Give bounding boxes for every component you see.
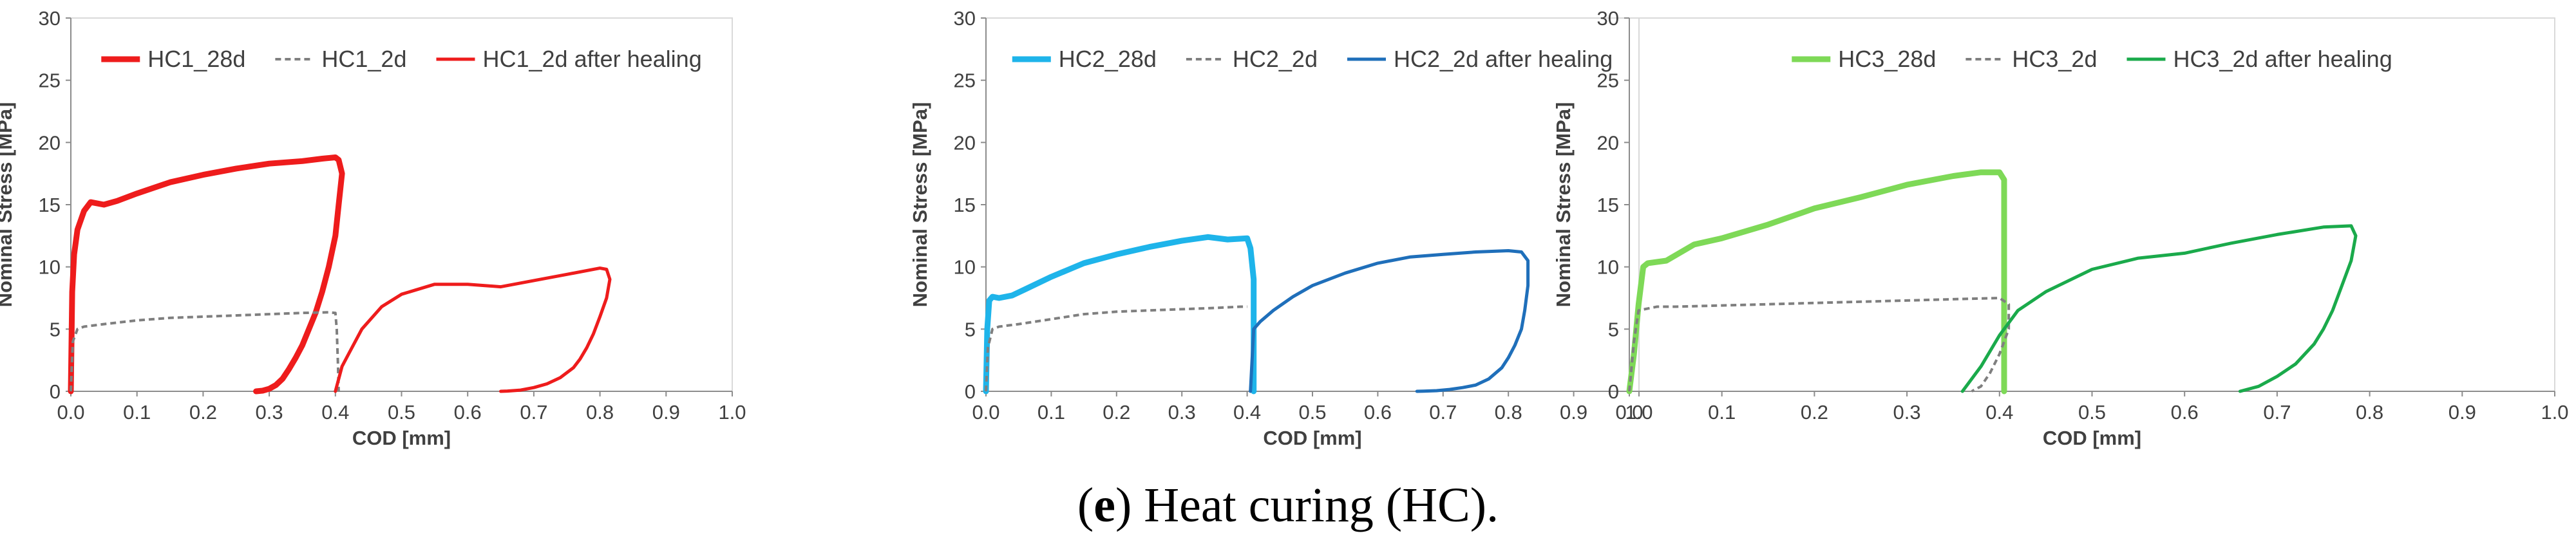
x-tick-label: 0.1 [1037, 401, 1065, 423]
caption-letter: e [1094, 478, 1115, 532]
x-tick-label: 0.7 [520, 401, 547, 423]
chart-2: 0 5 10 15 20 25 30 0.0 0.1 0.2 0.3 0.4 0.5 0.6 0.7 0.8 0… [909, 7, 1653, 449]
y-tick-label: 15 [954, 194, 976, 216]
x-tick-label: 0.9 [1560, 401, 1587, 423]
x-tick-label: 0.6 [1364, 401, 1392, 423]
y-tick-label: 30 [39, 7, 61, 30]
series-line-2 [70, 311, 340, 392]
x-tick-label: 1.0 [1625, 401, 1653, 423]
caption-close-paren: ) [1115, 478, 1132, 532]
series-line-1 [1626, 169, 2007, 395]
x-tick-label: 0.7 [1429, 401, 1457, 423]
legend-label-1: HC1_28d [147, 46, 245, 72]
y-tick-label: 10 [954, 256, 976, 279]
x-tick-label: 0.0 [57, 401, 84, 423]
x-tick-label: 0.0 [972, 401, 999, 423]
x-tick-label: 0.4 [1233, 401, 1261, 423]
y-tick-label: 0 [1608, 380, 1619, 403]
x-tick-label: 0.0 [1615, 401, 1643, 423]
x-tick-label: 0.6 [2171, 401, 2199, 423]
legend-label-2: HC1_2d [321, 46, 406, 72]
plot-frame [1629, 17, 2555, 392]
y-tick-label: 30 [1597, 7, 1619, 30]
x-tick-label: 1.0 [2541, 401, 2568, 423]
x-tick-label: 0.3 [1893, 401, 1921, 423]
y-tick-label: 10 [39, 256, 61, 279]
y-tick-label: 15 [39, 194, 61, 216]
y-tick-label: 15 [1597, 194, 1619, 216]
x-tick-label: 0.2 [1103, 401, 1130, 423]
x-tick-label: 0.5 [1298, 401, 1326, 423]
y-tick-label: 5 [50, 318, 61, 340]
series-line-1 [983, 234, 1257, 395]
x-axis-title: COD [mm] [352, 427, 451, 449]
chart-3: 0 5 10 15 20 25 30 0.0 0.1 0.2 0.3 0.4 0.5 0.6 0.7 0.8 0… [1552, 7, 2569, 449]
y-tick-label: 5 [1608, 318, 1619, 340]
y-axis-title: Nominal Stress [MPa] [0, 102, 16, 308]
x-tick-label: 0.2 [1801, 401, 1828, 423]
y-tick-label: 20 [954, 131, 976, 154]
x-tick-label: 0.5 [2078, 401, 2106, 423]
x-tick-label: 1.0 [718, 401, 746, 423]
series-line-3 [1960, 224, 2358, 393]
y-tick-label: 0 [50, 380, 61, 403]
x-tick-label: 0.3 [256, 401, 283, 423]
legend-label-3: HC3_2d after healing [2173, 46, 2392, 72]
y-tick-label: 20 [39, 131, 61, 154]
y-tick-label: 5 [965, 318, 976, 340]
x-tick-label: 0.3 [1168, 401, 1196, 423]
x-tick-label: 0.8 [2356, 401, 2383, 423]
x-axis-title: COD [mm] [1263, 427, 1361, 449]
x-tick-label: 0.1 [123, 401, 151, 423]
series-line-2 [1628, 297, 2011, 393]
caption-open-paren: ( [1077, 478, 1094, 532]
x-tick-label: 0.7 [2263, 401, 2291, 423]
x-tick-label: 0.8 [1495, 401, 1522, 423]
legend-label-2: HC3_2d [2012, 46, 2097, 72]
x-tick-label: 0.4 [1985, 401, 2013, 423]
x-tick-label: 0.9 [2448, 401, 2476, 423]
x-tick-label: 0.5 [388, 401, 415, 423]
y-tick-label: 25 [1597, 70, 1619, 92]
y-tick-label: 25 [39, 70, 61, 92]
x-tick-label: 0.9 [652, 401, 680, 423]
x-tick-label: 0.4 [321, 401, 349, 423]
x-tick-label: 0.2 [189, 401, 217, 423]
x-tick-label: 0.8 [586, 401, 614, 423]
series-line-2 [985, 305, 1247, 392]
legend-label-1: HC3_28d [1838, 46, 1936, 72]
plot-frame [985, 17, 1640, 392]
legend-label-3: HC2_2d after healing [1394, 46, 1613, 72]
y-tick-label: 0 [965, 380, 976, 403]
series-line-3 [1249, 249, 1530, 393]
y-tick-label: 25 [954, 70, 976, 92]
x-tick-label: 0.6 [454, 401, 482, 423]
y-tick-label: 10 [1597, 256, 1619, 279]
figure-caption: (e) Heat curing (HC). [0, 478, 2576, 534]
y-axis-title: Nominal Stress [MPa] [909, 102, 931, 308]
legend-label-2: HC2_2d [1233, 46, 1318, 72]
series-line-3 [334, 266, 612, 393]
series-line-1 [68, 154, 345, 395]
x-axis-title: COD [mm] [2043, 427, 2141, 449]
x-tick-label: 0.1 [1708, 401, 1736, 423]
plot-frame [70, 17, 733, 392]
y-axis-title: Nominal Stress [MPa] [1552, 102, 1575, 308]
legend-label-3: HC1_2d after healing [482, 46, 701, 72]
chart-1: 0 5 10 15 20 25 30 0.0 0.1 0.2 0.3 0.4 0.5 0.6 0.7 0.8 0… [0, 7, 746, 449]
y-tick-label: 20 [1597, 131, 1619, 154]
legend-label-1: HC2_28d [1059, 46, 1157, 72]
caption-text: Heat curing (HC). [1144, 478, 1499, 532]
y-tick-label: 30 [954, 7, 976, 30]
